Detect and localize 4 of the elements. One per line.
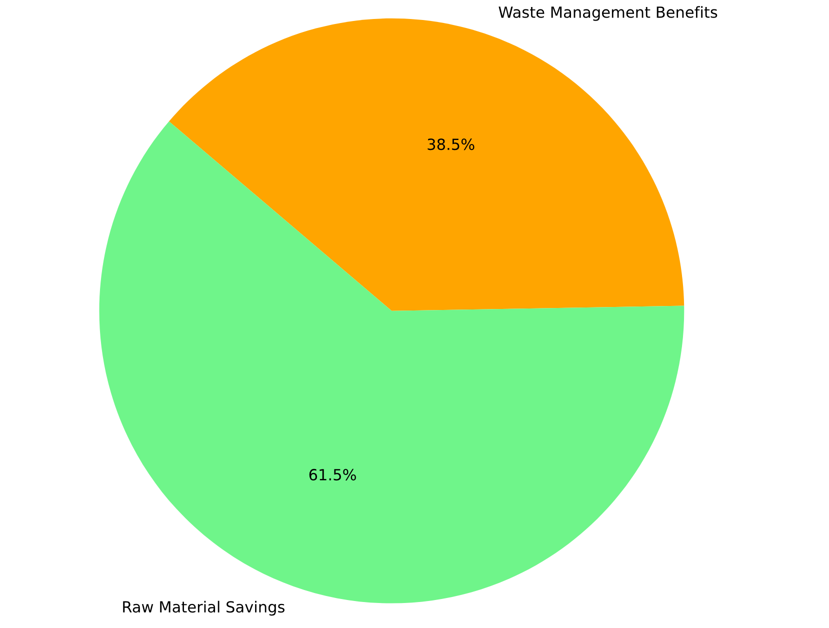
slice-label: Raw Material Savings xyxy=(123,600,284,616)
data-label: 61.5% xyxy=(309,468,356,480)
data-label: 38.5% xyxy=(428,138,474,150)
slice-label: Waste Management Benefits xyxy=(498,6,718,21)
